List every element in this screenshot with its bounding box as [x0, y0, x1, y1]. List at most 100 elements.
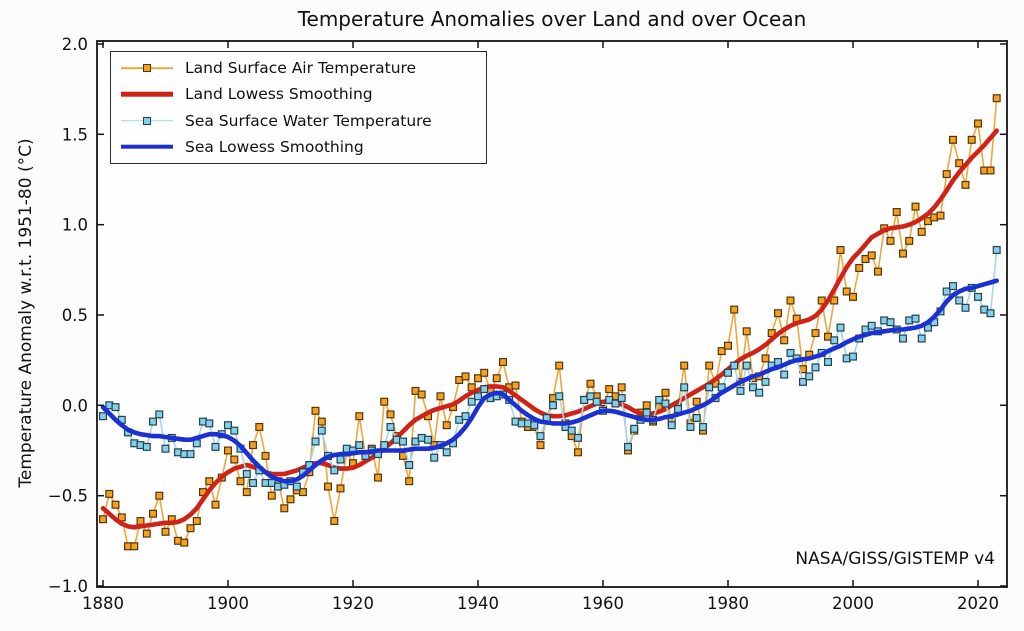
- data-point: [230, 455, 239, 464]
- data-point: [474, 392, 483, 401]
- data-point: [480, 385, 489, 394]
- data-point: [242, 488, 251, 497]
- data-point: [723, 368, 732, 377]
- data-point: [973, 119, 982, 128]
- legend-item-label: Sea Surface Water Temperature: [185, 111, 432, 130]
- data-point: [748, 383, 757, 392]
- data-point: [536, 432, 545, 441]
- data-point: [605, 385, 614, 394]
- data-point: [330, 466, 339, 475]
- data-point: [336, 484, 345, 493]
- data-point: [136, 516, 145, 525]
- data-point: [886, 318, 895, 327]
- data-point: [149, 509, 158, 518]
- data-point: [692, 397, 701, 406]
- data-point: [317, 417, 326, 426]
- data-point: [805, 372, 814, 381]
- data-point: [573, 433, 582, 442]
- source-annotation: NASA/GISS/GISTEMP v4: [795, 549, 995, 569]
- data-point: [555, 392, 564, 401]
- data-point: [780, 370, 789, 379]
- data-point: [992, 94, 1001, 103]
- data-point: [686, 423, 695, 432]
- data-point: [286, 495, 295, 504]
- data-point: [405, 461, 414, 470]
- data-point: [692, 414, 701, 423]
- data-point: [717, 347, 726, 356]
- y-axis-label: Temperature Anomaly w.r.t. 1951-80 (°C): [16, 138, 36, 488]
- data-point: [467, 397, 476, 406]
- data-point: [986, 166, 995, 175]
- data-point: [555, 361, 564, 370]
- legend-marker-icon: [143, 64, 151, 73]
- data-point: [299, 488, 308, 497]
- legend-item: Land Lowess Smoothing: [111, 81, 486, 107]
- data-point: [155, 410, 164, 419]
- data-point: [474, 374, 483, 383]
- data-point: [249, 441, 258, 450]
- x-tick-label: 1880: [82, 594, 124, 613]
- legend-item-label: Sea Lowess Smoothing: [185, 137, 364, 156]
- data-point: [98, 515, 107, 524]
- data-point: [224, 446, 233, 455]
- data-point: [761, 377, 770, 386]
- data-point: [230, 426, 239, 435]
- data-point: [161, 527, 170, 536]
- data-point: [180, 538, 189, 547]
- data-point: [723, 341, 732, 350]
- data-point: [986, 309, 995, 318]
- data-point: [680, 383, 689, 392]
- data-point: [205, 419, 214, 428]
- data-point: [211, 442, 220, 451]
- data-point: [155, 491, 164, 500]
- data-point: [705, 361, 714, 370]
- data-point: [261, 451, 270, 460]
- data-point: [836, 246, 845, 255]
- data-point: [836, 323, 845, 332]
- data-point: [942, 287, 951, 296]
- data-point: [548, 401, 557, 410]
- data-point: [461, 372, 470, 381]
- legend-item-label: Land Surface Air Temperature: [185, 59, 417, 78]
- data-point: [442, 421, 451, 430]
- data-point: [867, 321, 876, 330]
- data-point: [111, 500, 120, 509]
- data-point: [855, 264, 864, 273]
- lowess-line-swatch: [121, 89, 173, 99]
- data-point: [149, 417, 158, 426]
- legend-item: Sea Surface Water Temperature: [111, 108, 486, 134]
- data-point: [211, 500, 220, 509]
- data-point: [130, 542, 139, 551]
- data-point: [761, 354, 770, 363]
- data-point: [742, 327, 751, 336]
- data-point: [111, 403, 120, 412]
- data-point: [661, 399, 670, 408]
- data-point: [236, 477, 245, 486]
- data-point: [623, 442, 632, 451]
- legend-item: Land Surface Air Temperature: [111, 55, 486, 81]
- data-point: [936, 211, 945, 220]
- data-point: [667, 421, 676, 430]
- data-point: [161, 444, 170, 453]
- data-point: [617, 394, 626, 403]
- data-point: [992, 246, 1001, 255]
- data-point: [317, 426, 326, 435]
- data-point: [480, 368, 489, 377]
- data-point: [355, 441, 364, 450]
- data-point: [967, 135, 976, 144]
- data-point: [630, 424, 639, 433]
- legend-marker-icon: [143, 116, 151, 125]
- data-point: [573, 448, 582, 457]
- scatter-line-swatch: [121, 116, 173, 126]
- data-point: [336, 455, 345, 464]
- data-point: [973, 292, 982, 301]
- data-point: [905, 236, 914, 245]
- data-point: [461, 412, 470, 421]
- data-point: [830, 336, 839, 345]
- data-point: [830, 296, 839, 305]
- data-point: [499, 358, 508, 367]
- data-point: [186, 450, 195, 459]
- data-point: [898, 334, 907, 343]
- data-point: [811, 329, 820, 338]
